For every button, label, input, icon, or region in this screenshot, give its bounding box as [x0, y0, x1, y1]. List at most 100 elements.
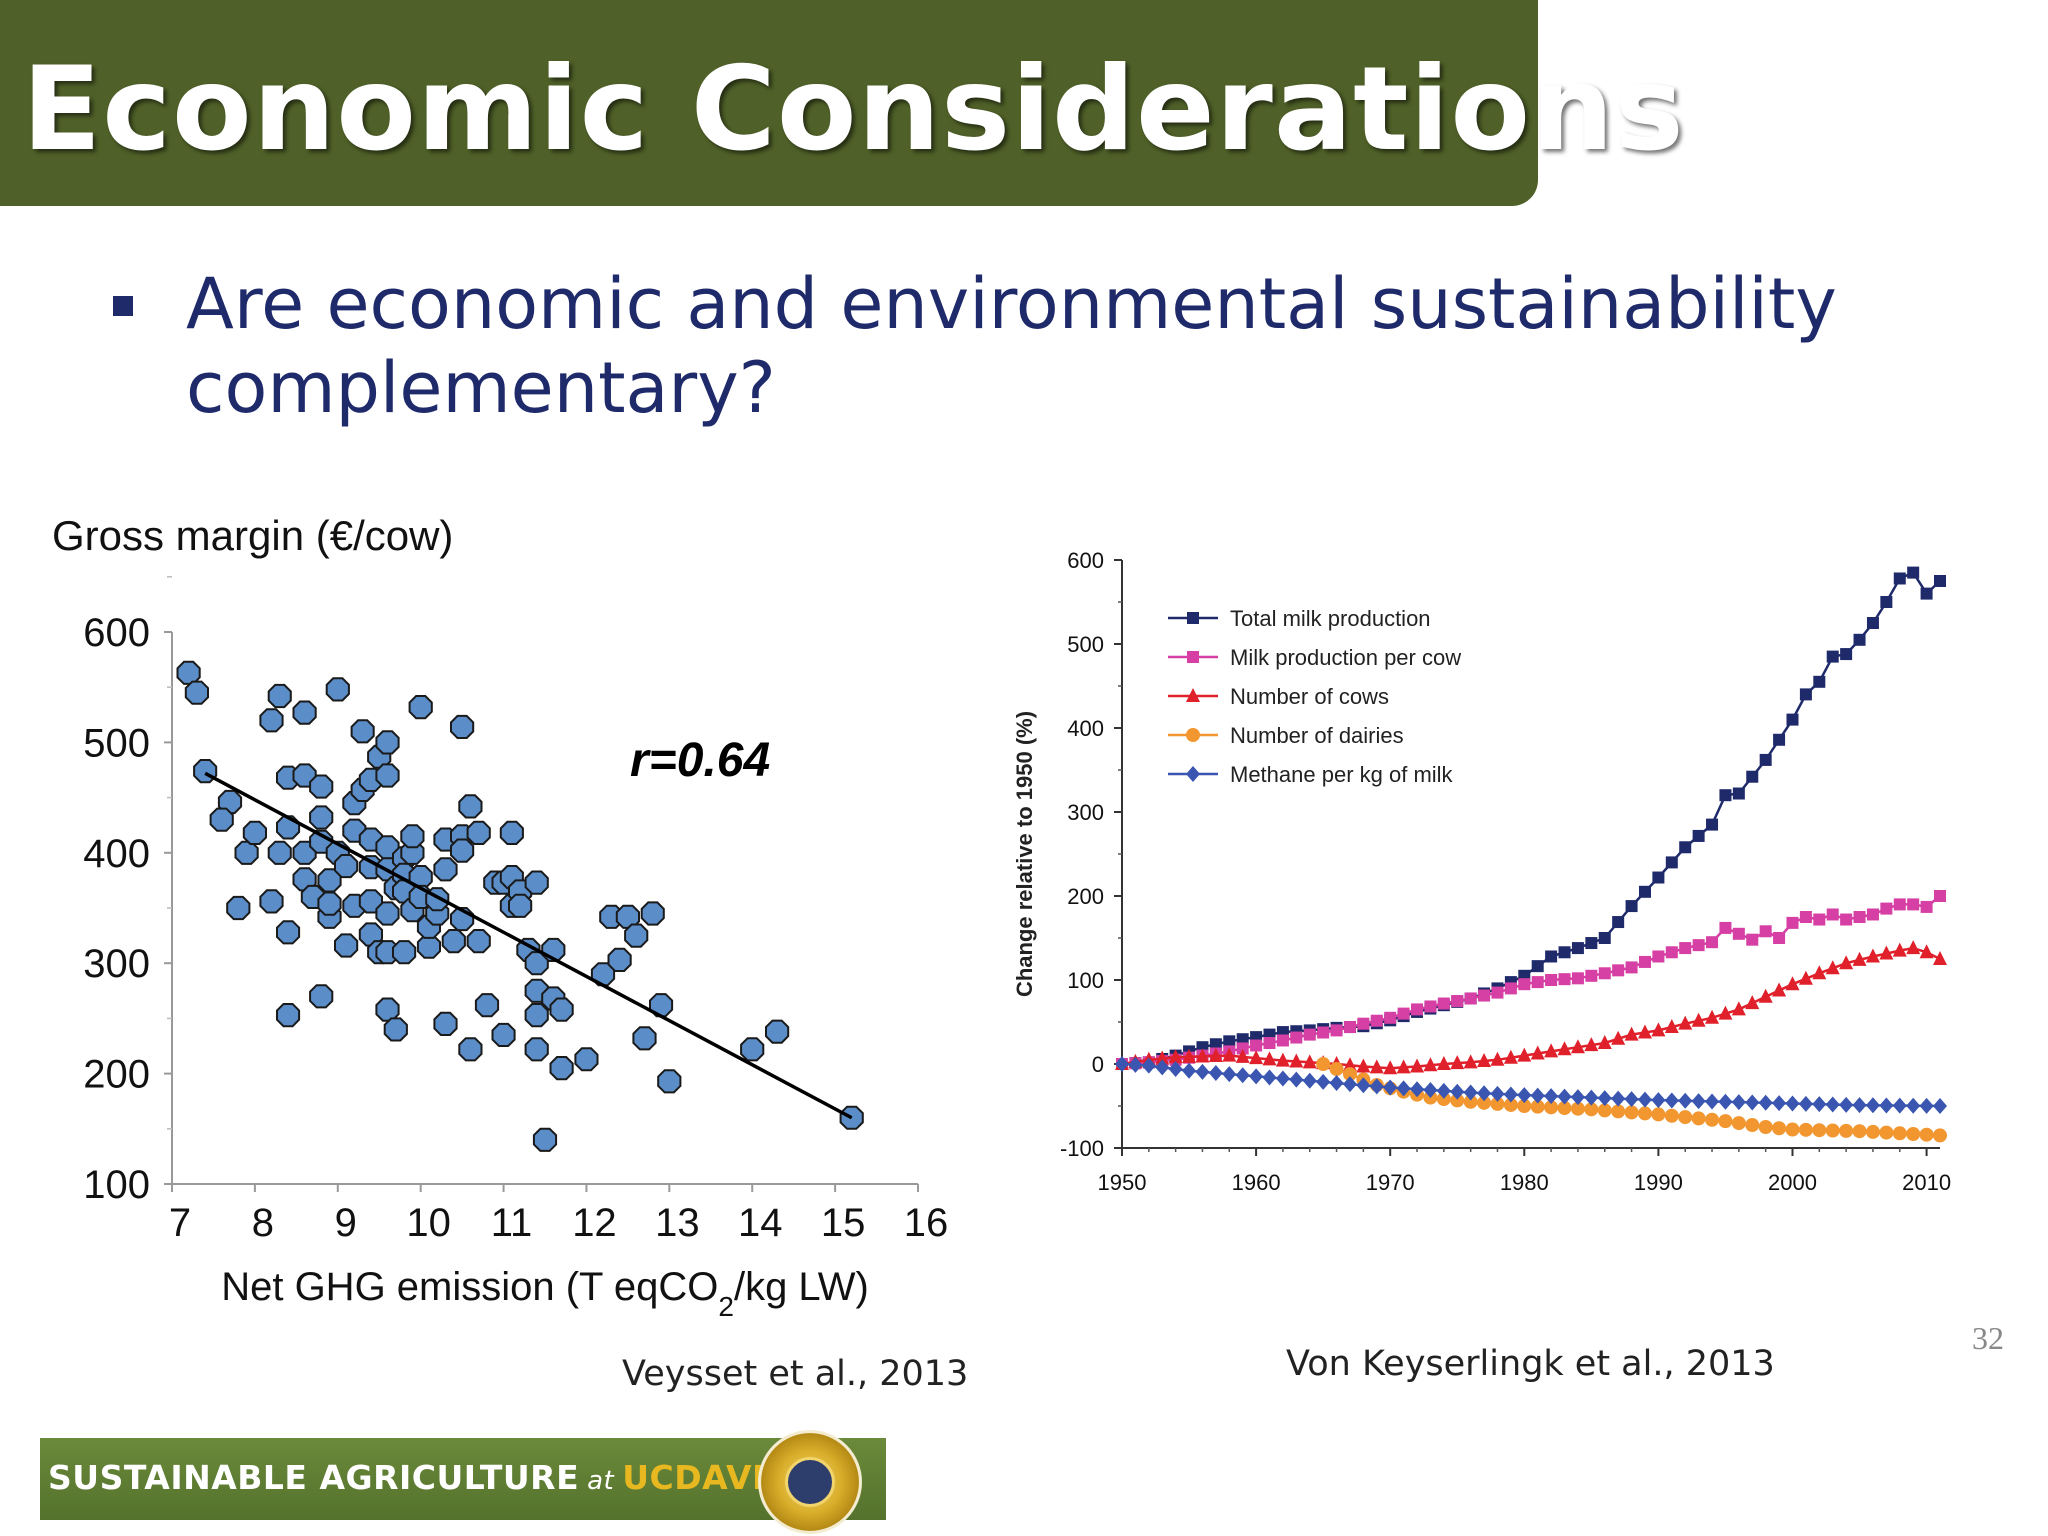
- line-series-2-point: [1530, 1045, 1545, 1060]
- line-series-2-point: [1798, 970, 1813, 985]
- line-series-4-point: [1222, 1066, 1237, 1083]
- line-ytick-label: 400: [1067, 716, 1104, 741]
- line-series-3-point: [1517, 1099, 1532, 1113]
- bullet-line-1: Are economic and environmental sustainab…: [186, 263, 1837, 345]
- scatter-point: [765, 1019, 790, 1044]
- scatter-xtick-label: 9: [335, 1201, 357, 1245]
- line-series-0-point: [1759, 753, 1772, 766]
- scatter-ytick-label: 500: [83, 721, 150, 765]
- line-series-1-point: [1625, 961, 1638, 974]
- line-series-1-point: [1518, 978, 1531, 991]
- line-series-4-point: [1637, 1091, 1652, 1108]
- line-ytick-label: 600: [1067, 548, 1104, 573]
- line-series-0-point: [1893, 572, 1906, 585]
- line-series-4-point: [1597, 1090, 1612, 1107]
- line-series-2-point: [1745, 995, 1760, 1010]
- line-series-3-point: [1544, 1100, 1559, 1115]
- line-series-2-point: [1758, 988, 1773, 1003]
- scatter-point: [234, 840, 259, 865]
- line-series-4-point: [1155, 1059, 1170, 1076]
- line-series-4-point: [1517, 1087, 1532, 1104]
- line-series-4-point: [1544, 1088, 1559, 1105]
- scatter-point: [309, 805, 334, 830]
- scatter-point: [441, 929, 466, 954]
- line-series-4-point: [1852, 1097, 1867, 1114]
- line-series-4-point: [1383, 1079, 1398, 1096]
- line-series-3-point: [1664, 1108, 1679, 1123]
- line-series-1-point: [1826, 908, 1839, 921]
- line-series-2-point: [1584, 1037, 1599, 1052]
- scatter-ytick-label: 400: [83, 832, 150, 876]
- bullet-text: Are economic and environmental sustainab…: [186, 262, 1886, 430]
- line-series-4-point: [1772, 1095, 1787, 1112]
- line-series-4-point: [1584, 1089, 1599, 1106]
- line-series-1-point: [1236, 1042, 1249, 1055]
- line-series-0-point: [1719, 789, 1732, 802]
- line-series-0-point: [1920, 587, 1933, 600]
- legend-marker-3: [1186, 728, 1200, 742]
- line-xtick-label: 1970: [1366, 1170, 1415, 1195]
- scatter-xlabel-sub: 2: [718, 1291, 734, 1322]
- line-series-2-point: [1289, 1053, 1304, 1068]
- scatter-ytick-label: 600: [83, 611, 150, 655]
- line-xtick-label: 2000: [1768, 1170, 1817, 1195]
- line-series-1-point: [1317, 1026, 1330, 1039]
- scatter-point: [458, 794, 483, 819]
- uc-seal-icon: [758, 1430, 862, 1534]
- line-series-2-point: [1825, 960, 1840, 975]
- line-series-1-point: [1732, 927, 1745, 940]
- line-series-3-point: [1477, 1095, 1492, 1110]
- legend-label-3: Number of dairies: [1230, 723, 1404, 748]
- line-series-4-point: [1892, 1097, 1907, 1114]
- scatter-point: [491, 1022, 516, 1047]
- line-series-4-point: [1450, 1083, 1465, 1100]
- line-series-3-point: [1691, 1111, 1706, 1126]
- line-xtick-label: 1990: [1634, 1170, 1683, 1195]
- line-series-1-point: [1598, 967, 1611, 980]
- line-series-4-point: [1678, 1092, 1693, 1109]
- bullet-square-icon: [113, 296, 133, 316]
- scatter-point: [400, 824, 425, 849]
- line-series-4-point: [1785, 1095, 1800, 1112]
- scatter-point: [466, 820, 491, 845]
- line-series-4-point: [1289, 1071, 1304, 1088]
- line-series-2-point: [1155, 1050, 1170, 1065]
- scatter-point: [433, 1011, 458, 1036]
- line-series-1-point: [1290, 1031, 1303, 1044]
- line-series-2-point: [1651, 1022, 1666, 1037]
- line-series-0-point: [1531, 960, 1544, 973]
- line-series-1-point: [1719, 921, 1732, 934]
- line-series-1-point: [1558, 973, 1571, 986]
- line-series-4-point: [1182, 1062, 1197, 1079]
- line-series-0-point: [1652, 871, 1665, 884]
- line-ytick-label: 200: [1067, 884, 1104, 909]
- line-series-2-point: [1933, 951, 1947, 965]
- line-series-1-point: [1934, 890, 1946, 902]
- line-series-2-point: [1477, 1053, 1492, 1068]
- scatter-point: [474, 993, 500, 1018]
- line-series-1-point: [1343, 1021, 1356, 1034]
- line-series-0-point: [1692, 829, 1705, 842]
- line-series-1-point: [1692, 939, 1705, 952]
- line-series-3-point: [1785, 1122, 1800, 1137]
- scatter-point: [309, 774, 334, 799]
- line-series-0-point: [1880, 596, 1893, 608]
- line-series-1-point: [1585, 969, 1598, 982]
- footer-brand-main: SUSTAINABLE AGRICULTURE: [48, 1458, 580, 1497]
- footer-brand: SUSTAINABLE AGRICULTURE at UCDAVIS: [48, 1458, 789, 1497]
- page-number: 32: [1972, 1320, 2004, 1356]
- line-series-2-point: [1731, 1001, 1746, 1016]
- line-series-4-point: [1798, 1095, 1813, 1112]
- line-series-1-point: [1652, 950, 1665, 963]
- scatter-point: [624, 923, 649, 948]
- line-series-2-point: [1208, 1048, 1223, 1063]
- line-series-4-point: [1839, 1096, 1854, 1113]
- line-series-4-point: [1369, 1078, 1384, 1095]
- line-series-1-point: [1799, 911, 1812, 923]
- line-series-3-point: [1731, 1116, 1746, 1131]
- scatter-ylabel: Gross margin (€/cow): [52, 512, 453, 559]
- line-series-2-point: [1624, 1026, 1639, 1041]
- scatter-point: [466, 929, 491, 954]
- scatter-point: [209, 807, 234, 832]
- line-series-1-point: [1370, 1014, 1383, 1027]
